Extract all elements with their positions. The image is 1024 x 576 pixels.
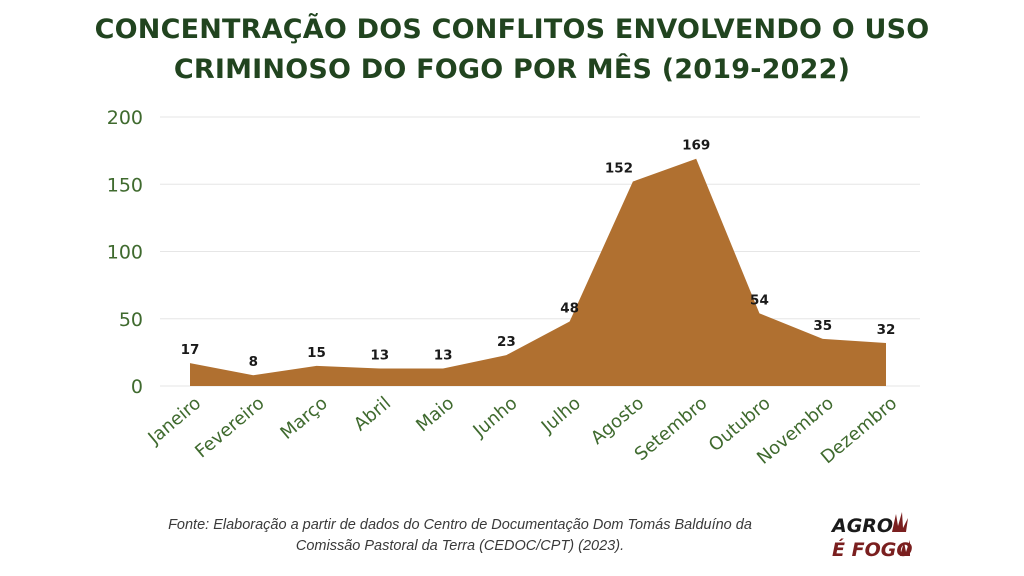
x-tick-label: Julho <box>537 393 585 438</box>
chart-title: CONCENTRAÇÃO DOS CONFLITOS ENVOLVENDO O … <box>0 10 1024 90</box>
y-tick-label: 150 <box>107 174 143 196</box>
agro-e-fogo-logo: AGRO É FOGO <box>830 512 912 560</box>
flame-marks <box>892 512 910 556</box>
data-label: 23 <box>497 334 516 350</box>
y-axis: 0 50 100 150 200 <box>107 107 143 398</box>
data-label: 35 <box>813 318 832 334</box>
chart-title-line-1: CONCENTRAÇÃO DOS CONFLITOS ENVOLVENDO O … <box>94 14 930 45</box>
area-series <box>190 158 886 386</box>
data-label: 32 <box>877 322 896 338</box>
x-tick-label: Abril <box>350 393 395 436</box>
x-tick-label: Janeiro <box>144 393 206 449</box>
x-tick-label: Maio <box>412 393 458 436</box>
data-label: 48 <box>560 300 579 316</box>
data-label: 15 <box>307 345 326 361</box>
data-label: 13 <box>370 348 389 364</box>
data-label: 17 <box>181 342 200 358</box>
x-tick-label: Junho <box>469 393 522 442</box>
x-tick-label: Agosto <box>587 393 648 449</box>
data-label: 152 <box>605 161 633 177</box>
source-note: Fonte: Elaboração a partir de dados do C… <box>80 515 840 557</box>
source-line-2: Comissão Pastoral da Terra (CEDOC/CPT) (… <box>295 538 625 554</box>
data-label: 169 <box>682 138 710 154</box>
y-tick-label: 0 <box>131 376 143 398</box>
area-layer <box>189 158 887 386</box>
data-label: 54 <box>750 292 769 308</box>
logo-bottom-text: É FOGO <box>832 538 912 560</box>
y-tick-label: 50 <box>119 309 143 331</box>
x-tick-label: Março <box>277 393 332 444</box>
y-tick-label: 200 <box>107 107 143 129</box>
data-label: 8 <box>249 354 258 370</box>
y-tick-label: 100 <box>107 242 143 264</box>
x-tick-label: Fevereiro <box>191 393 268 463</box>
data-labels: 17 8 15 13 13 23 48 152 169 54 35 32 <box>181 138 896 371</box>
chart-title-line-2: CRIMINOSO DO FOGO POR MÊS (2019-2022) <box>173 54 851 85</box>
source-line-1: Fonte: Elaboração a partir de dados do C… <box>168 517 752 533</box>
logo-top-text: AGRO <box>830 515 893 537</box>
data-label: 13 <box>434 348 453 364</box>
